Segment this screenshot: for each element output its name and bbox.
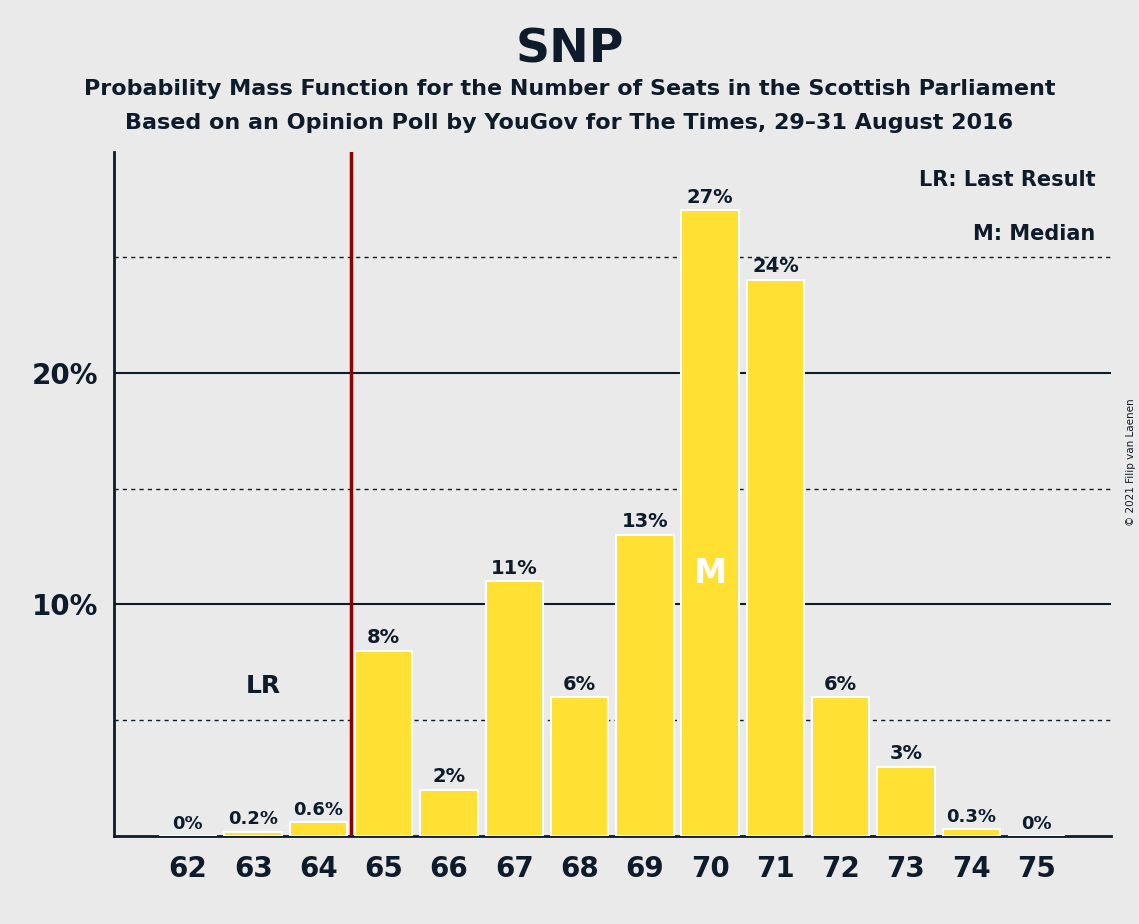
Text: 0.2%: 0.2% [228, 810, 278, 828]
Text: Probability Mass Function for the Number of Seats in the Scottish Parliament: Probability Mass Function for the Number… [84, 79, 1055, 99]
Text: 2%: 2% [433, 768, 466, 786]
Text: 0.6%: 0.6% [294, 801, 344, 819]
Bar [877, 767, 935, 836]
Bar [942, 829, 1000, 836]
Text: M: Median: M: Median [974, 225, 1096, 244]
Bar [551, 697, 608, 836]
Bar [355, 650, 412, 836]
Bar [420, 790, 477, 836]
Bar [224, 832, 282, 836]
Bar [747, 280, 804, 836]
Text: SNP: SNP [515, 28, 624, 73]
Text: 0%: 0% [1022, 815, 1051, 833]
Text: 0%: 0% [173, 815, 203, 833]
Text: 11%: 11% [491, 559, 538, 578]
Text: 6%: 6% [825, 675, 858, 694]
Text: Based on an Opinion Poll by YouGov for The Times, 29–31 August 2016: Based on an Opinion Poll by YouGov for T… [125, 113, 1014, 133]
Bar [289, 822, 347, 836]
Bar [681, 211, 739, 836]
Text: LR: LR [245, 674, 280, 698]
Text: 24%: 24% [752, 258, 798, 276]
Bar [485, 581, 543, 836]
Bar [616, 535, 673, 836]
Text: © 2021 Filip van Laenen: © 2021 Filip van Laenen [1126, 398, 1136, 526]
Text: 6%: 6% [563, 675, 596, 694]
Text: 3%: 3% [890, 744, 923, 763]
Text: 27%: 27% [687, 188, 734, 207]
Text: 0.3%: 0.3% [947, 808, 997, 826]
Text: LR: Last Result: LR: Last Result [919, 170, 1096, 189]
Text: 13%: 13% [622, 513, 669, 531]
Text: 8%: 8% [367, 628, 400, 648]
Text: M: M [694, 557, 727, 590]
Bar [812, 697, 869, 836]
